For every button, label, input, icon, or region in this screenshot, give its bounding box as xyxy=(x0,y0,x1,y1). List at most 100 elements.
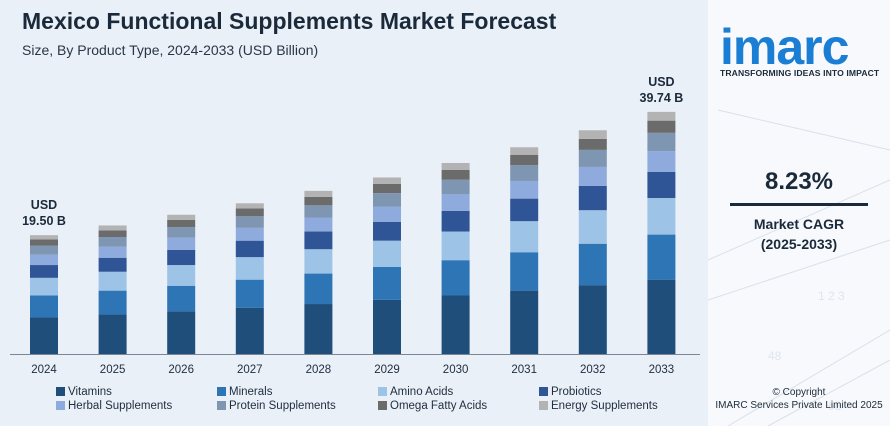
bar-segment xyxy=(373,221,401,241)
bar-segment xyxy=(98,237,127,247)
bar-segment xyxy=(167,214,196,220)
bar-segment xyxy=(441,210,470,232)
bar-segment xyxy=(578,166,607,186)
legend-swatch xyxy=(217,401,226,410)
bar-segment xyxy=(510,180,539,199)
data-label: 39.74 B xyxy=(640,91,684,105)
bar-segment xyxy=(304,249,333,274)
x-tick-label: 2025 xyxy=(100,364,126,376)
bar-segment xyxy=(373,193,401,207)
bar-segment xyxy=(167,311,196,354)
bar-segment xyxy=(510,290,539,354)
bar-segment xyxy=(167,285,196,312)
bar-segment xyxy=(373,266,401,300)
cagr-label: Market CAGR (2025-2033) xyxy=(708,214,890,254)
x-tick-label: 2032 xyxy=(580,364,606,376)
bar-segment xyxy=(98,246,127,258)
bar-segment xyxy=(30,277,58,296)
bar-segment xyxy=(304,196,333,206)
brand-tagline: TRANSFORMING IDEAS INTO IMPACT xyxy=(720,68,880,78)
x-tick-label: 2030 xyxy=(443,364,469,376)
bar-segment xyxy=(235,240,264,258)
bar-segment xyxy=(441,295,470,354)
legend-label: Protein Supplements xyxy=(229,400,336,412)
bar-segment xyxy=(235,307,264,354)
bar-segment xyxy=(304,190,333,197)
legend-swatch xyxy=(56,401,65,410)
legend-item: Amino Acids xyxy=(378,386,453,398)
bar-segment xyxy=(578,185,607,211)
brand-panel: 1 2 3 48 68 imarc TRANSFORMING IDEAS INT… xyxy=(708,0,890,426)
bar-segment xyxy=(98,271,127,291)
bar-segment xyxy=(373,206,401,222)
data-label: USD xyxy=(31,198,57,212)
bar-segment xyxy=(167,227,196,238)
legend-label: Energy Supplements xyxy=(551,400,658,412)
x-tick-label: 2027 xyxy=(237,364,263,376)
copyright: © Copyright IMARC Services Private Limit… xyxy=(708,386,890,412)
legend-label: Omega Fatty Acids xyxy=(390,400,488,412)
bar-segment xyxy=(98,290,127,315)
bar-segment xyxy=(441,179,470,195)
data-label: 19.50 B xyxy=(22,214,66,228)
bar-segment xyxy=(98,314,127,354)
imarc-logo: imarc xyxy=(720,19,849,75)
cagr-divider xyxy=(730,203,868,206)
legend-label: Herbal Supplements xyxy=(68,400,173,412)
bar-segment xyxy=(235,208,264,217)
legend-item: Herbal Supplements xyxy=(56,400,172,412)
stacked-bar-chart: 2024 2025 2026 2027 2028 2029 2030 2031 2032 2033… xyxy=(10,75,700,376)
legend-item: Protein Supplements xyxy=(217,400,336,412)
bar-segment xyxy=(167,237,196,250)
bar-segment xyxy=(510,252,539,291)
legend-label: Vitamins xyxy=(68,386,112,398)
legend-swatch xyxy=(539,387,548,396)
bar-segment xyxy=(98,230,127,238)
legend-label: Probiotics xyxy=(551,386,602,398)
legend-swatch xyxy=(56,387,65,396)
cagr-label-line2: (2025-2033) xyxy=(760,236,838,252)
chart-title: Mexico Functional Supplements Market For… xyxy=(22,8,557,34)
svg-text:68: 68 xyxy=(828,399,842,413)
bar-segment xyxy=(647,120,676,133)
bar-segment xyxy=(441,162,470,170)
copyright-line2: IMARC Services Private Limited 2025 xyxy=(715,400,883,411)
bar-segment xyxy=(578,243,607,286)
bar-segment xyxy=(578,210,607,244)
bar-segment xyxy=(373,240,401,267)
bar-segment xyxy=(304,205,333,218)
legend-swatch xyxy=(378,401,387,410)
bar-segment xyxy=(167,219,196,228)
cagr-label-line1: Market CAGR xyxy=(753,216,845,232)
bar-segment xyxy=(647,279,676,354)
data-label: USD xyxy=(648,75,674,89)
bar-segment xyxy=(647,171,676,199)
bar-segment xyxy=(304,304,333,354)
bar-segment xyxy=(373,184,401,194)
bar-segment xyxy=(304,217,333,232)
bar-segment xyxy=(30,295,58,318)
bar-segment xyxy=(30,254,58,266)
bar-segment xyxy=(373,299,401,354)
bar-segment xyxy=(647,234,676,280)
legend-item: Minerals xyxy=(217,386,272,398)
bar-segment xyxy=(30,317,58,354)
bar-segment xyxy=(304,231,333,250)
legend-label: Amino Acids xyxy=(390,386,454,398)
x-tick-label: 2031 xyxy=(511,364,537,376)
legend-item: Vitamins xyxy=(56,386,112,398)
bar-segment xyxy=(647,151,676,172)
legend-swatch xyxy=(378,387,387,396)
bar-segment xyxy=(373,177,401,185)
bar-segment xyxy=(235,279,264,308)
svg-text:48: 48 xyxy=(768,349,782,363)
bar-segment xyxy=(441,260,470,296)
bar-segment xyxy=(441,194,470,211)
chart-panel: Mexico Functional Supplements Market For… xyxy=(0,0,708,426)
x-tick-label: 2029 xyxy=(374,364,400,376)
bar-segment xyxy=(510,154,539,166)
bar-segment xyxy=(441,169,470,180)
bar-segment xyxy=(578,285,607,354)
bar-segment xyxy=(510,147,539,155)
bar-segment xyxy=(30,235,58,240)
